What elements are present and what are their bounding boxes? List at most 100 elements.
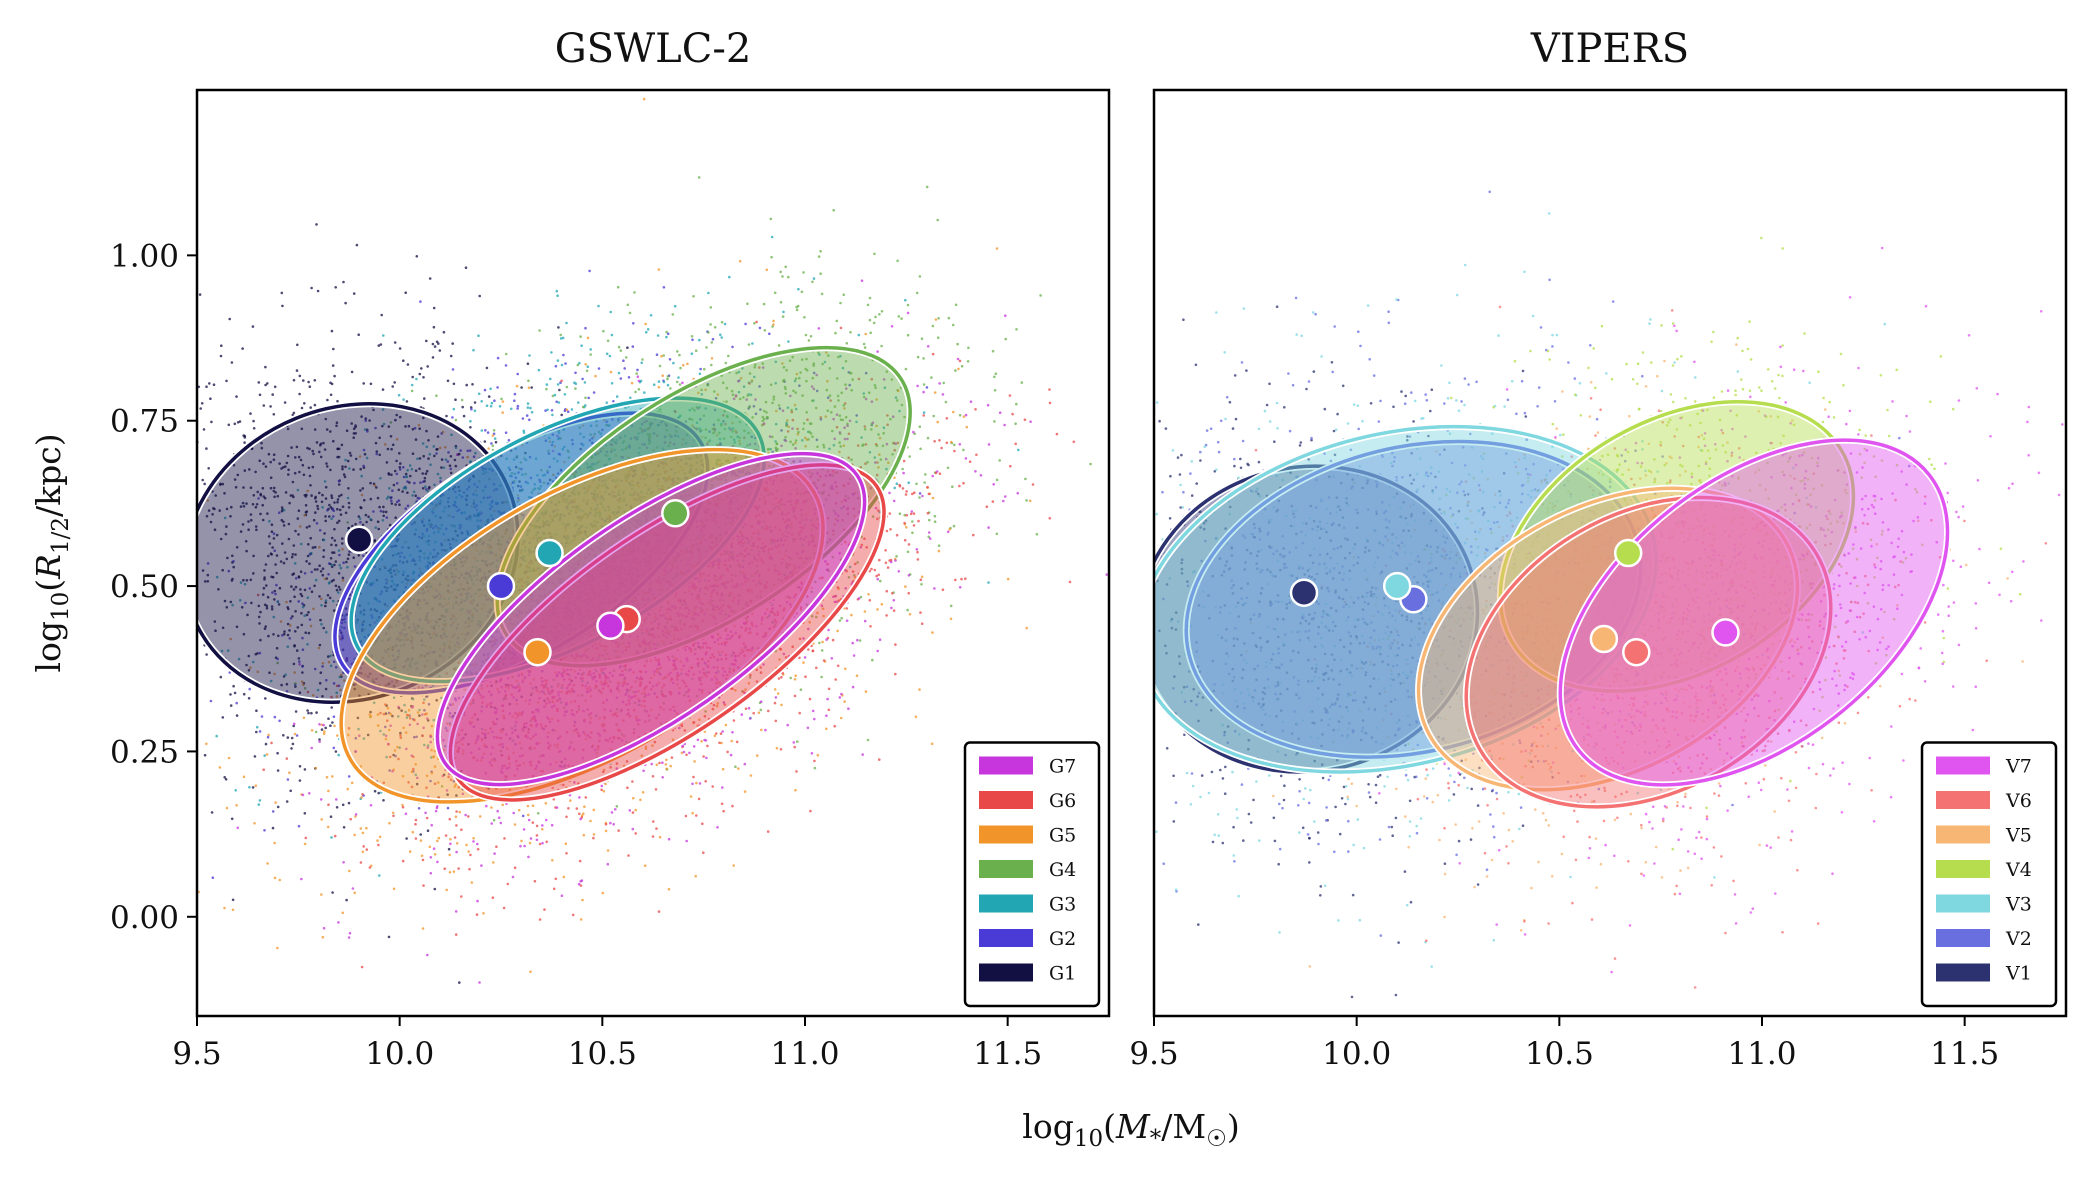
scatter-point-g1 xyxy=(229,600,233,604)
scatter-point-g4 xyxy=(936,336,940,340)
scatter-point-g4 xyxy=(807,339,811,342)
scatter-point-g3 xyxy=(485,404,489,408)
scatter-point-g1 xyxy=(139,661,142,664)
scatter-point-g1 xyxy=(170,670,173,673)
scatter-point-g1 xyxy=(190,426,193,429)
scatter-point-g4 xyxy=(703,367,706,371)
scatter-point-g1 xyxy=(280,291,284,295)
scatter-point-g1 xyxy=(509,618,512,621)
scatter-point-g4 xyxy=(545,387,548,391)
scatter-point-g1 xyxy=(306,446,309,450)
scatter-point-g4 xyxy=(868,318,872,322)
scatter-point-g1 xyxy=(438,654,442,657)
scatter-point-g3 xyxy=(551,413,554,417)
scatter-point-g1 xyxy=(318,738,321,741)
scatter-point-g4 xyxy=(559,333,562,337)
scatter-point-g3 xyxy=(563,393,567,396)
scatter-point-g1 xyxy=(289,494,293,497)
scatter-point-g1 xyxy=(318,643,322,647)
scatter-point-g4 xyxy=(615,805,619,808)
scatter-point-g1 xyxy=(560,413,563,417)
scatter-point-g1 xyxy=(346,459,350,463)
scatter-point-g1 xyxy=(418,467,421,471)
scatter-point-g1 xyxy=(579,447,582,451)
scatter-point-g1 xyxy=(313,403,317,407)
scatter-point-g2 xyxy=(332,715,336,718)
scatter-point-g1 xyxy=(439,617,442,621)
scatter-point-g2 xyxy=(550,409,554,412)
scatter-point-g1 xyxy=(378,505,381,509)
scatter-point-g1 xyxy=(137,354,140,357)
scatter-point-g1 xyxy=(225,507,229,511)
scatter-point-g1 xyxy=(345,560,348,564)
scatter-point-g2 xyxy=(758,326,762,330)
scatter-point-g4 xyxy=(779,270,782,274)
scatter-point-g3 xyxy=(719,333,722,337)
scatter-point-g1 xyxy=(332,439,335,443)
scatter-point-g3 xyxy=(410,383,414,387)
scatter-point-g1 xyxy=(144,630,147,633)
scatter-point-g1 xyxy=(393,341,397,344)
scatter-point-g3 xyxy=(1017,448,1020,452)
scatter-point-g4 xyxy=(504,352,508,356)
scatter-point-g1 xyxy=(207,509,211,512)
scatter-point-g1 xyxy=(445,414,448,418)
scatter-point-g4 xyxy=(410,389,414,393)
scatter-point-g1 xyxy=(522,725,526,729)
scatter-point-g1 xyxy=(297,533,300,536)
scatter-point-g1 xyxy=(331,721,334,724)
scatter-point-g1 xyxy=(255,709,258,712)
scatter-point-g4 xyxy=(1025,499,1028,502)
scatter-point-g1 xyxy=(162,635,165,638)
scatter-point-g1 xyxy=(369,382,373,386)
scatter-point-g1 xyxy=(447,538,450,542)
scatter-point-g1 xyxy=(442,330,446,334)
scatter-point-g2 xyxy=(521,814,525,818)
scatter-point-g3 xyxy=(480,400,484,403)
scatter-point-g1 xyxy=(298,392,301,396)
scatter-point-g3 xyxy=(522,431,526,434)
scatter-point-g1 xyxy=(401,490,404,493)
scatter-point-g1 xyxy=(406,574,410,578)
scatter-point-g1 xyxy=(454,464,458,468)
scatter-point-g1 xyxy=(307,380,310,384)
scatter-point-g4 xyxy=(936,218,939,222)
scatter-point-g1 xyxy=(180,705,183,708)
scatter-point-g1 xyxy=(446,379,450,383)
scatter-point-g1 xyxy=(433,627,436,631)
scatter-point-g1 xyxy=(462,414,466,418)
scatter-point-g4 xyxy=(933,514,937,518)
scatter-point-g1 xyxy=(471,543,474,547)
scatter-point-g1 xyxy=(558,388,561,392)
scatter-point-g3 xyxy=(570,408,574,411)
scatter-point-g2 xyxy=(574,371,577,375)
scatter-point-g1 xyxy=(387,648,390,651)
scatter-point-g1 xyxy=(465,494,469,498)
scatter-point-g4 xyxy=(954,369,957,372)
scatter-point-g1 xyxy=(451,342,455,345)
scatter-point-g1 xyxy=(393,381,397,384)
scatter-point-g1 xyxy=(472,502,476,505)
scatter-point-g3 xyxy=(498,405,502,408)
scatter-point-g1 xyxy=(213,620,217,623)
scatter-point-g1 xyxy=(322,441,325,445)
scatter-point-g1 xyxy=(170,686,173,689)
scatter-point-g1 xyxy=(324,515,327,518)
scatter-point-g2 xyxy=(627,376,631,379)
scatter-point-g1 xyxy=(420,639,423,642)
scatter-point-g1 xyxy=(431,356,435,359)
scatter-point-g1 xyxy=(357,515,361,518)
scatter-point-g4 xyxy=(697,176,701,179)
scatter-point-g4 xyxy=(895,555,898,558)
scatter-point-g4 xyxy=(727,354,730,358)
scatter-point-g1 xyxy=(287,537,291,541)
scatter-point-g1 xyxy=(241,347,244,350)
scatter-point-g1 xyxy=(161,616,164,619)
scatter-point-g1 xyxy=(439,516,442,519)
scatter-point-g1 xyxy=(386,447,390,451)
scatter-point-g1 xyxy=(125,627,128,630)
scatter-point-g1 xyxy=(347,506,351,509)
scatter-point-g1 xyxy=(127,492,130,495)
scatter-point-g1 xyxy=(431,342,435,346)
scatter-point-g1 xyxy=(329,815,333,818)
